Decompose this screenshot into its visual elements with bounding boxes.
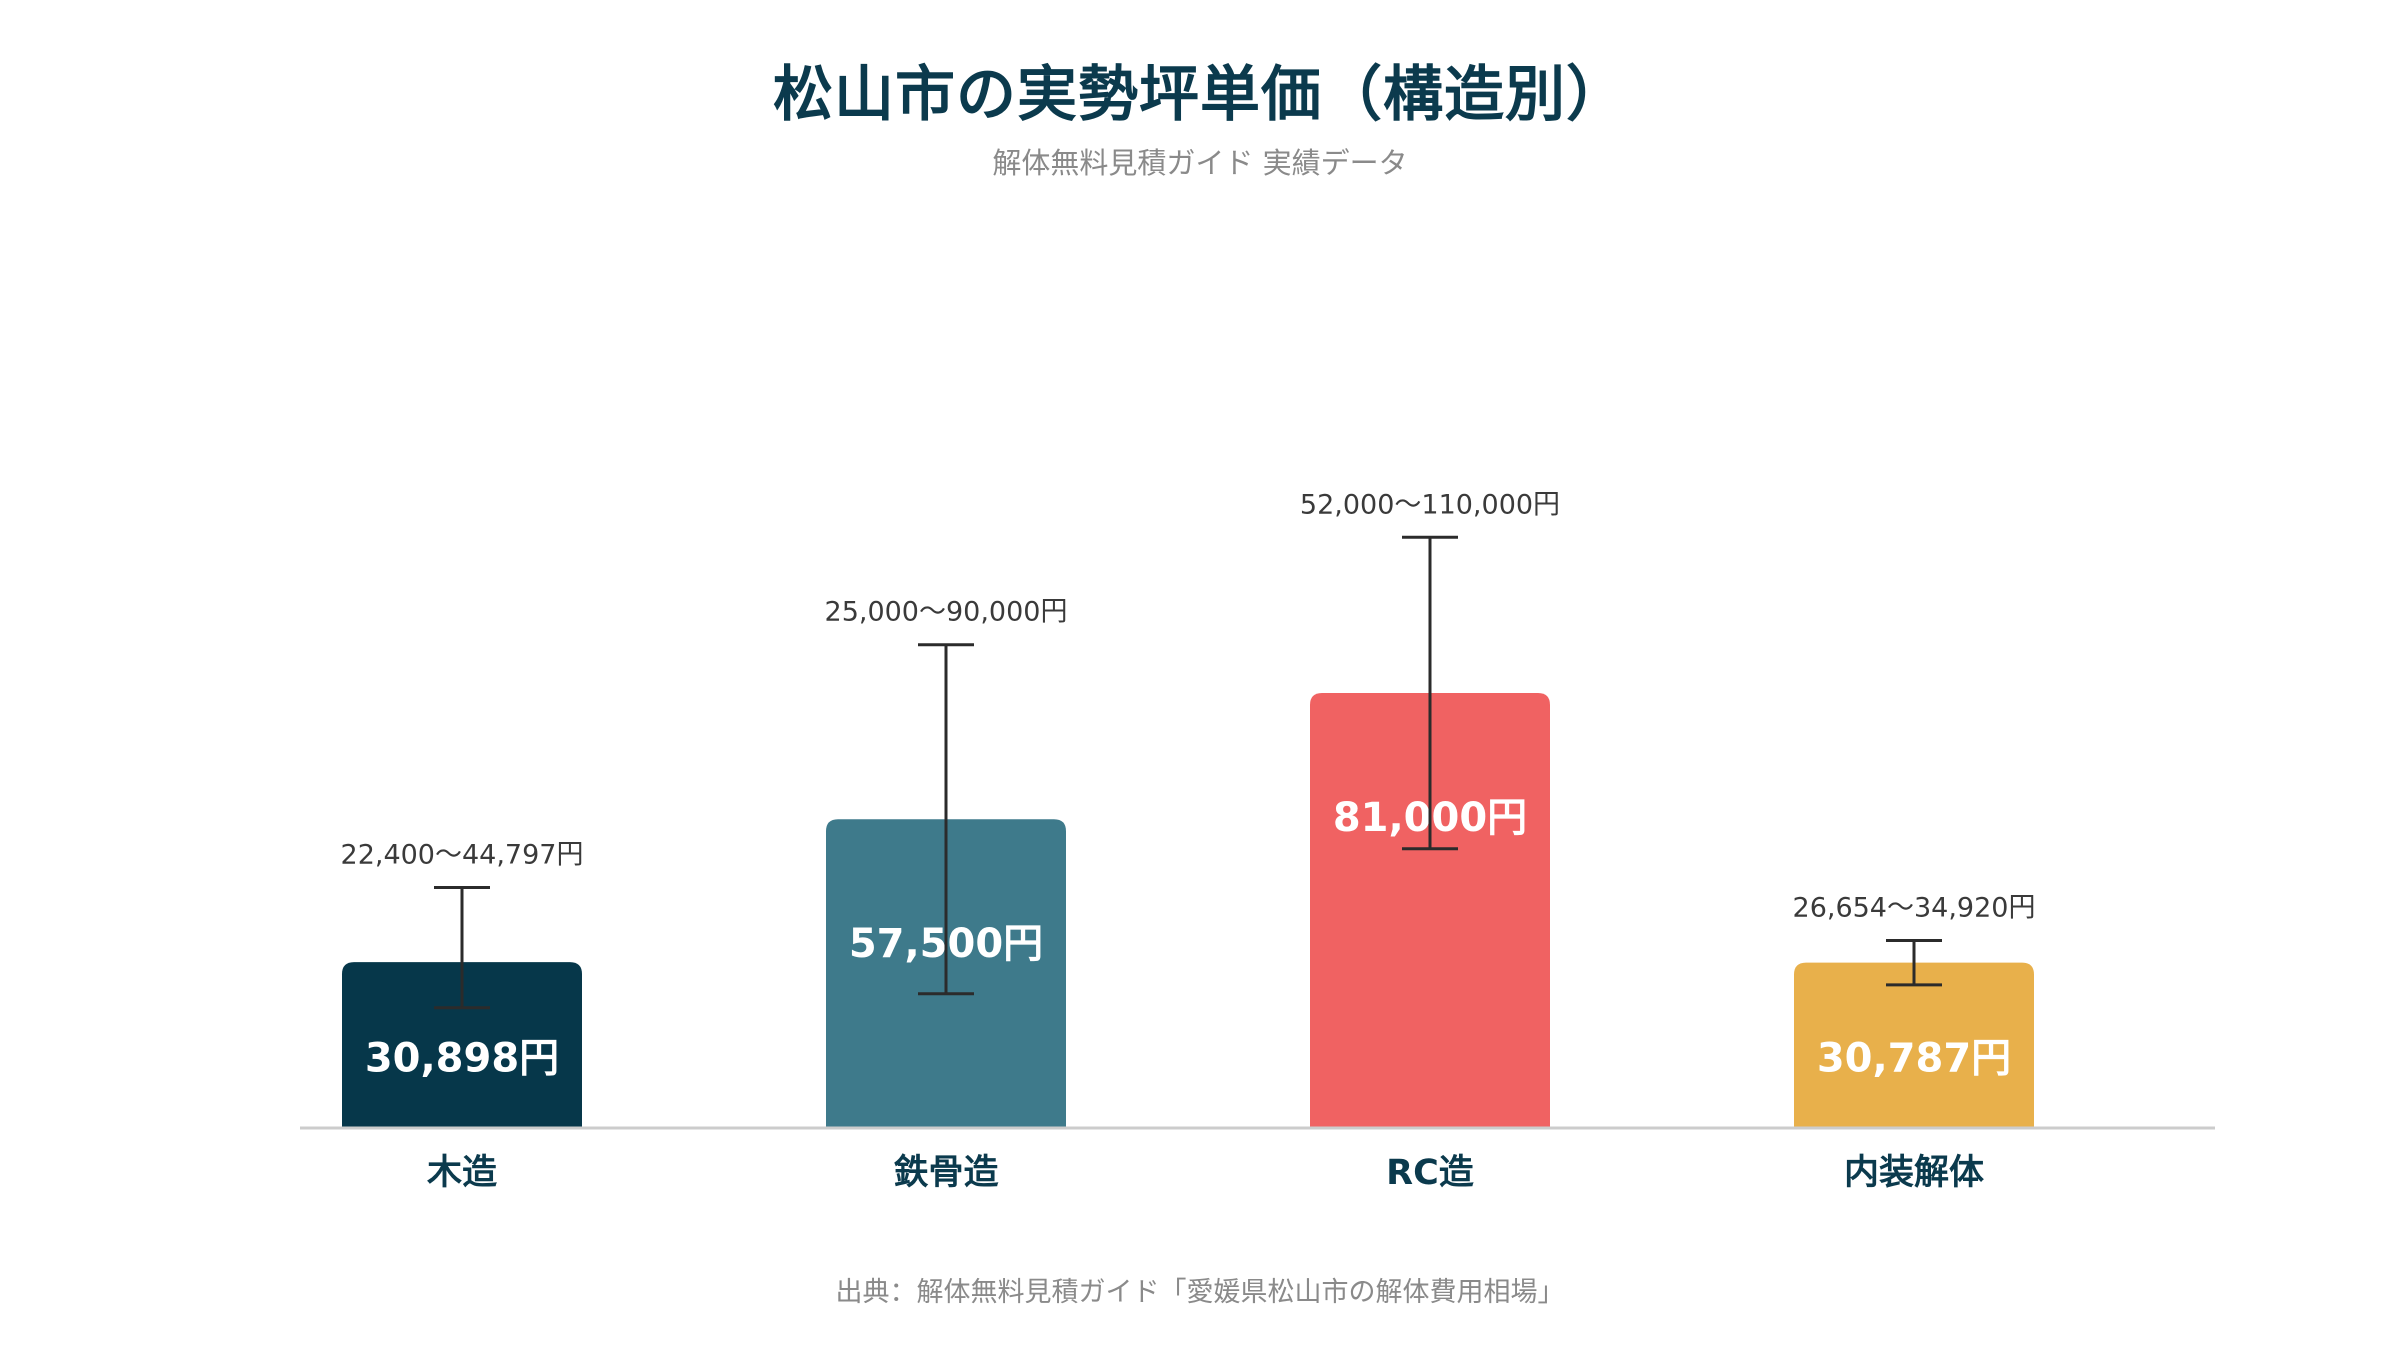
chart-title: 松山市の実勢坪単価（構造別） — [773, 60, 1627, 130]
category-label: 内装解体 — [1844, 1153, 1984, 1193]
range-label: 26,654〜34,920円 — [1793, 892, 2036, 923]
range-label: 25,000〜90,000円 — [825, 597, 1068, 628]
category-label: 鉄骨造 — [893, 1152, 998, 1193]
range-label: 22,400〜44,797円 — [341, 839, 584, 870]
bar — [1794, 962, 2034, 1128]
bar-value-label: 30,898円 — [365, 1035, 559, 1081]
bar — [1310, 693, 1550, 1128]
bar — [342, 962, 582, 1128]
bar-value-label: 30,787円 — [1817, 1036, 2011, 1082]
range-label: 52,000〜110,000円 — [1300, 489, 1560, 520]
source-note: 出典：解体無料見積ガイド「愛媛県松山市の解体費用相場」 — [835, 1277, 1565, 1308]
category-label: RC造 — [1386, 1153, 1474, 1193]
category-label: 木造 — [427, 1153, 497, 1193]
chart-subtitle: 解体無料見積ガイド 実績データ — [992, 146, 1408, 180]
